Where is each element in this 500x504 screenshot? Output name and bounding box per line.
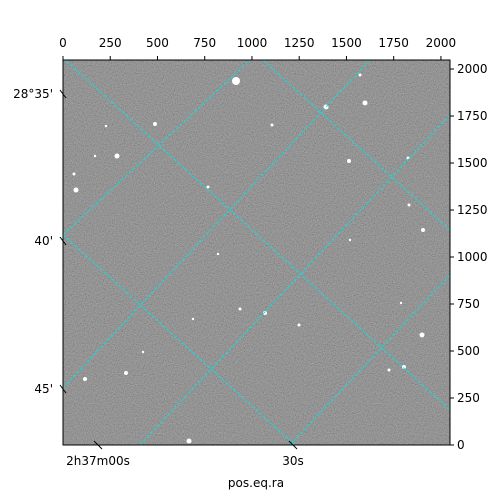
y-tick-label: 1500 — [457, 156, 488, 170]
sky-image — [63, 60, 450, 445]
x-tick-label: 2000 — [426, 36, 457, 50]
y-tick-label: 250 — [457, 391, 480, 405]
y-tick-label: 1750 — [457, 109, 488, 123]
ra-tick — [93, 440, 103, 450]
x-tick-label: 750 — [193, 36, 216, 50]
x-axis-label: pos.eq.ra — [228, 476, 284, 490]
y-tick-label: 500 — [457, 344, 480, 358]
x-tick-label: 1250 — [284, 36, 315, 50]
y-tick-label: 1250 — [457, 203, 488, 217]
dec-tick — [59, 384, 67, 394]
x-tick-label: 250 — [99, 36, 122, 50]
frame — [62, 59, 451, 446]
ra-tick-label: 2h37m00s — [66, 454, 130, 468]
stars — [72, 73, 425, 444]
x-tick-label: 1500 — [331, 36, 362, 50]
y-tick-label: 2000 — [457, 62, 488, 76]
x-tick-label: 500 — [146, 36, 169, 50]
ra-tick — [288, 440, 298, 450]
dec-tick-label: 40' — [34, 234, 53, 248]
x-tick-label: 1750 — [378, 36, 409, 50]
dec-tick-label: 28°35' — [13, 87, 53, 101]
dec-tick — [59, 236, 67, 246]
x-tick-label: 0 — [59, 36, 67, 50]
ra-tick-label: 30s — [282, 454, 304, 468]
y-tick-label: 0 — [457, 438, 465, 452]
y-tick-label: 1000 — [457, 250, 488, 264]
x-tick-label: 1000 — [237, 36, 268, 50]
wcs-grid — [63, 60, 450, 445]
dec-tick-label: 45' — [34, 382, 53, 396]
y-tick-label: 750 — [457, 297, 480, 311]
dec-tick — [59, 89, 67, 99]
